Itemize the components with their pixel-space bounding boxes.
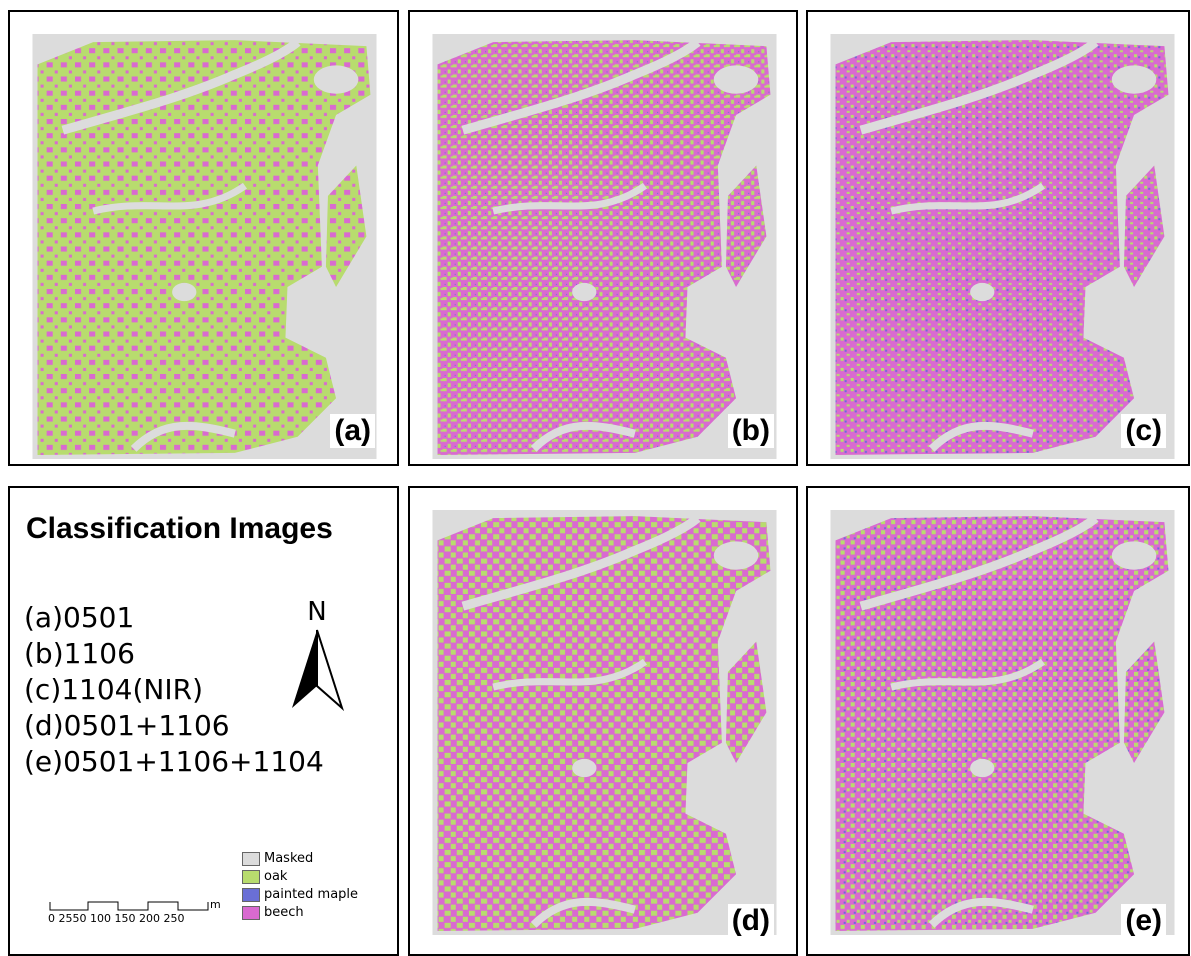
legend-item: beech: [242, 904, 358, 922]
page: (a) (b) (c) Classification Images (a)050…: [0, 0, 1191, 952]
north-label: N: [307, 598, 326, 627]
legend-item: oak: [242, 868, 358, 886]
panel-a: (a): [8, 10, 399, 466]
map-image: [830, 34, 1175, 459]
map-image: [830, 510, 1175, 935]
legend-text: oak: [264, 868, 287, 886]
item: (e)0501+1106+1104: [24, 744, 324, 780]
panel-label: (d): [728, 904, 774, 938]
legend-text: Masked: [264, 850, 313, 868]
legend-item: painted maple: [242, 886, 358, 904]
north-arrow: N: [272, 598, 362, 718]
panel-label: (a): [330, 414, 375, 448]
panel-e: (e): [806, 486, 1190, 956]
scale-unit: m: [210, 898, 221, 911]
panel-label: (e): [1121, 904, 1166, 938]
panel-label: (b): [728, 414, 774, 448]
panel-c: (c): [806, 10, 1190, 466]
map-image: [432, 34, 777, 459]
legend: Masked oak painted maple beech: [242, 850, 358, 922]
panel-d: (d): [408, 486, 798, 956]
map-image: [32, 34, 377, 459]
scale-graphic: [48, 900, 218, 912]
legend-text: beech: [264, 904, 304, 922]
scale-bar: 0 2550 100 150 200 250 m: [48, 900, 218, 925]
panel-label: (c): [1121, 414, 1166, 448]
legend-panel: Classification Images (a)0501 (b)1106 (c…: [8, 486, 399, 956]
panel-b: (b): [408, 10, 798, 466]
title: Classification Images: [26, 512, 333, 546]
legend-text: painted maple: [264, 886, 358, 904]
map-image: [432, 510, 777, 935]
scale-text: 0 2550 100 150 200 250: [48, 912, 184, 925]
legend-item: Masked: [242, 850, 358, 868]
